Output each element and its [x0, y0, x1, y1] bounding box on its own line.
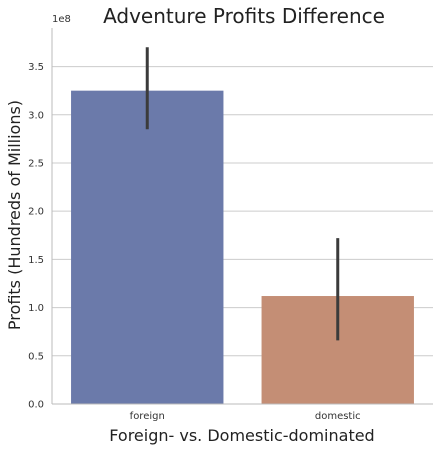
y-axis-label: Profits (Hundreds of Millions) — [5, 100, 24, 330]
y-tick-labels: 0.0 0.5 1.0 1.5 2.0 2.5 3.0 3.5 — [28, 62, 44, 410]
y-tick-label: 2.0 — [28, 207, 44, 218]
y-tick-label: 1.0 — [28, 303, 44, 314]
bar-foreign — [71, 91, 223, 404]
y-tick-label: 0.0 — [28, 400, 44, 411]
y-tick-label: 2.5 — [28, 158, 44, 169]
y-tick-label: 3.0 — [28, 110, 44, 121]
x-tick-labels: foreign domestic — [130, 411, 361, 422]
bars — [71, 91, 414, 404]
y-tick-label: 1.5 — [28, 255, 44, 266]
x-tick-label-foreign: foreign — [130, 411, 165, 422]
x-tick-label-domestic: domestic — [315, 411, 361, 422]
y-tick-label: 0.5 — [28, 351, 44, 362]
x-axis-label: Foreign- vs. Domestic-dominated — [109, 426, 374, 445]
y-tick-label: 3.5 — [28, 62, 44, 73]
chart-title: Adventure Profits Difference — [103, 4, 385, 28]
y-offset-label: 1e8 — [52, 14, 71, 25]
